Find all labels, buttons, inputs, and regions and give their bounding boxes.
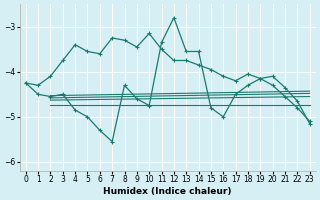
X-axis label: Humidex (Indice chaleur): Humidex (Indice chaleur) [103,187,232,196]
